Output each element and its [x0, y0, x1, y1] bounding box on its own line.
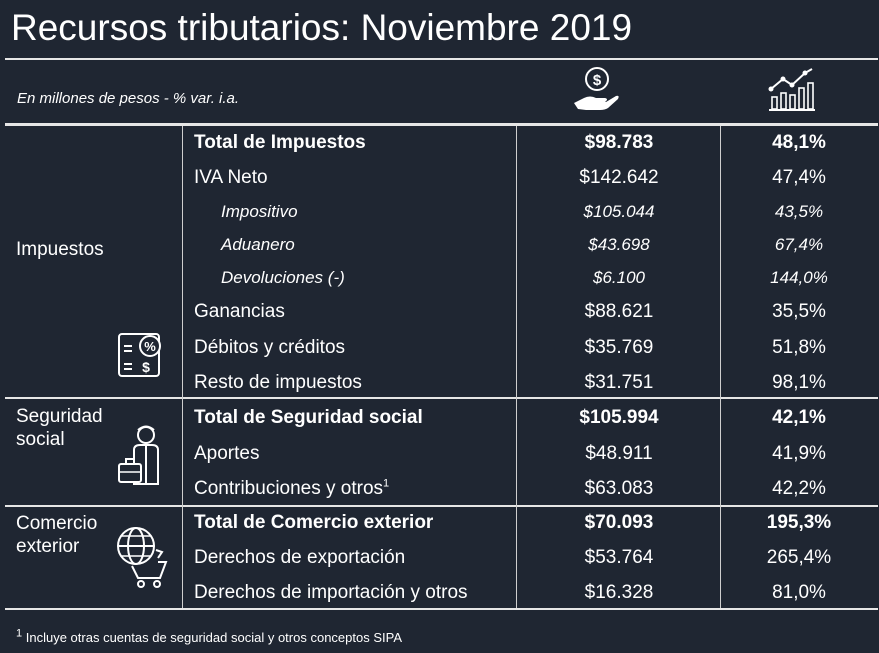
svg-text:$: $ — [593, 72, 602, 89]
row-variation: 43,5% — [774, 202, 824, 221]
row-variation: 47,4% — [772, 167, 826, 188]
globe-cart-icon — [117, 527, 168, 588]
row-value: $105.994 — [579, 407, 659, 428]
row-label: Contribuciones y otros1 — [194, 477, 390, 499]
footnote-text: Incluye otras cuentas de seguridad socia… — [25, 630, 402, 645]
row-variation: 265,4% — [766, 547, 832, 568]
row-label: Impositivo — [221, 202, 298, 221]
growth-chart-icon — [768, 68, 815, 111]
row-variation: 41,9% — [772, 443, 826, 464]
row-label: IVA Neto — [194, 167, 268, 188]
divider-header — [5, 123, 878, 126]
row-label: Total de Impuestos — [194, 132, 366, 153]
unit-note: En millones de pesos - % var. i.a. — [17, 90, 240, 107]
row-value: $70.093 — [584, 512, 654, 533]
row-value: $31.751 — [584, 372, 654, 393]
row-variation: 42,1% — [772, 407, 826, 428]
row-label: Aduanero — [221, 235, 295, 254]
worker-briefcase-icon — [118, 425, 159, 485]
row-value: $53.764 — [584, 547, 654, 568]
row-value: $6.100 — [593, 268, 645, 287]
row-variation: 81,0% — [772, 582, 826, 603]
row-label: Devoluciones (-) — [221, 268, 345, 287]
divider-top — [5, 58, 878, 60]
page-title: Recursos tributarios: Noviembre 2019 — [11, 7, 633, 48]
row-variation: 51,8% — [772, 337, 826, 358]
money-hand-icon: $ — [574, 67, 619, 110]
row-variation: 195,3% — [766, 512, 832, 533]
row-label: Débitos y créditos — [194, 337, 346, 358]
row-value: $105.044 — [583, 202, 655, 221]
column-divider-1 — [182, 126, 183, 608]
row-label: Resto de impuestos — [194, 372, 362, 393]
row-variation: 98,1% — [772, 372, 826, 393]
row-variation: 42,2% — [772, 478, 826, 499]
row-label: Derechos de importación y otros — [194, 582, 468, 603]
row-variation: 48,1% — [772, 132, 826, 153]
row-label: Total de Comercio exterior — [194, 512, 434, 533]
footnote-marker: 1 — [383, 477, 390, 490]
tax-document-icon: % $ — [118, 333, 161, 377]
row-label: Derechos de exportación — [194, 547, 406, 568]
section-impuestos: Impuestos — [16, 239, 104, 260]
divider-impuestos — [5, 397, 878, 399]
footnote-mark: 1 — [16, 627, 23, 640]
svg-text:%: % — [144, 339, 156, 354]
svg-text:$: $ — [142, 359, 150, 375]
row-value: $98.783 — [584, 132, 654, 153]
row-value: $142.642 — [579, 167, 659, 188]
row-value: $88.621 — [584, 301, 654, 322]
row-value: $43.698 — [588, 235, 650, 254]
section-seguridad-social: Seguridad social — [16, 406, 103, 450]
column-divider-2 — [516, 126, 517, 608]
footnote: 1 Incluye otras cuentas de seguridad soc… — [16, 627, 402, 645]
divider-bottom — [5, 608, 878, 610]
row-label: Total de Seguridad social — [194, 407, 423, 428]
row-variation: 35,5% — [772, 301, 826, 322]
row-variation: 144,0% — [770, 268, 828, 287]
row-value: $35.769 — [584, 337, 654, 358]
column-divider-3 — [720, 126, 721, 608]
row-variation: 67,4% — [774, 235, 824, 254]
section-comercio-exterior: Comercio exterior — [16, 513, 98, 557]
row-value: $48.911 — [585, 443, 653, 464]
divider-seguridad — [5, 505, 878, 507]
row-label: Aportes — [194, 443, 260, 464]
row-label: Ganancias — [194, 301, 285, 322]
row-value: $63.083 — [584, 478, 654, 499]
row-value: $16.328 — [584, 582, 654, 603]
